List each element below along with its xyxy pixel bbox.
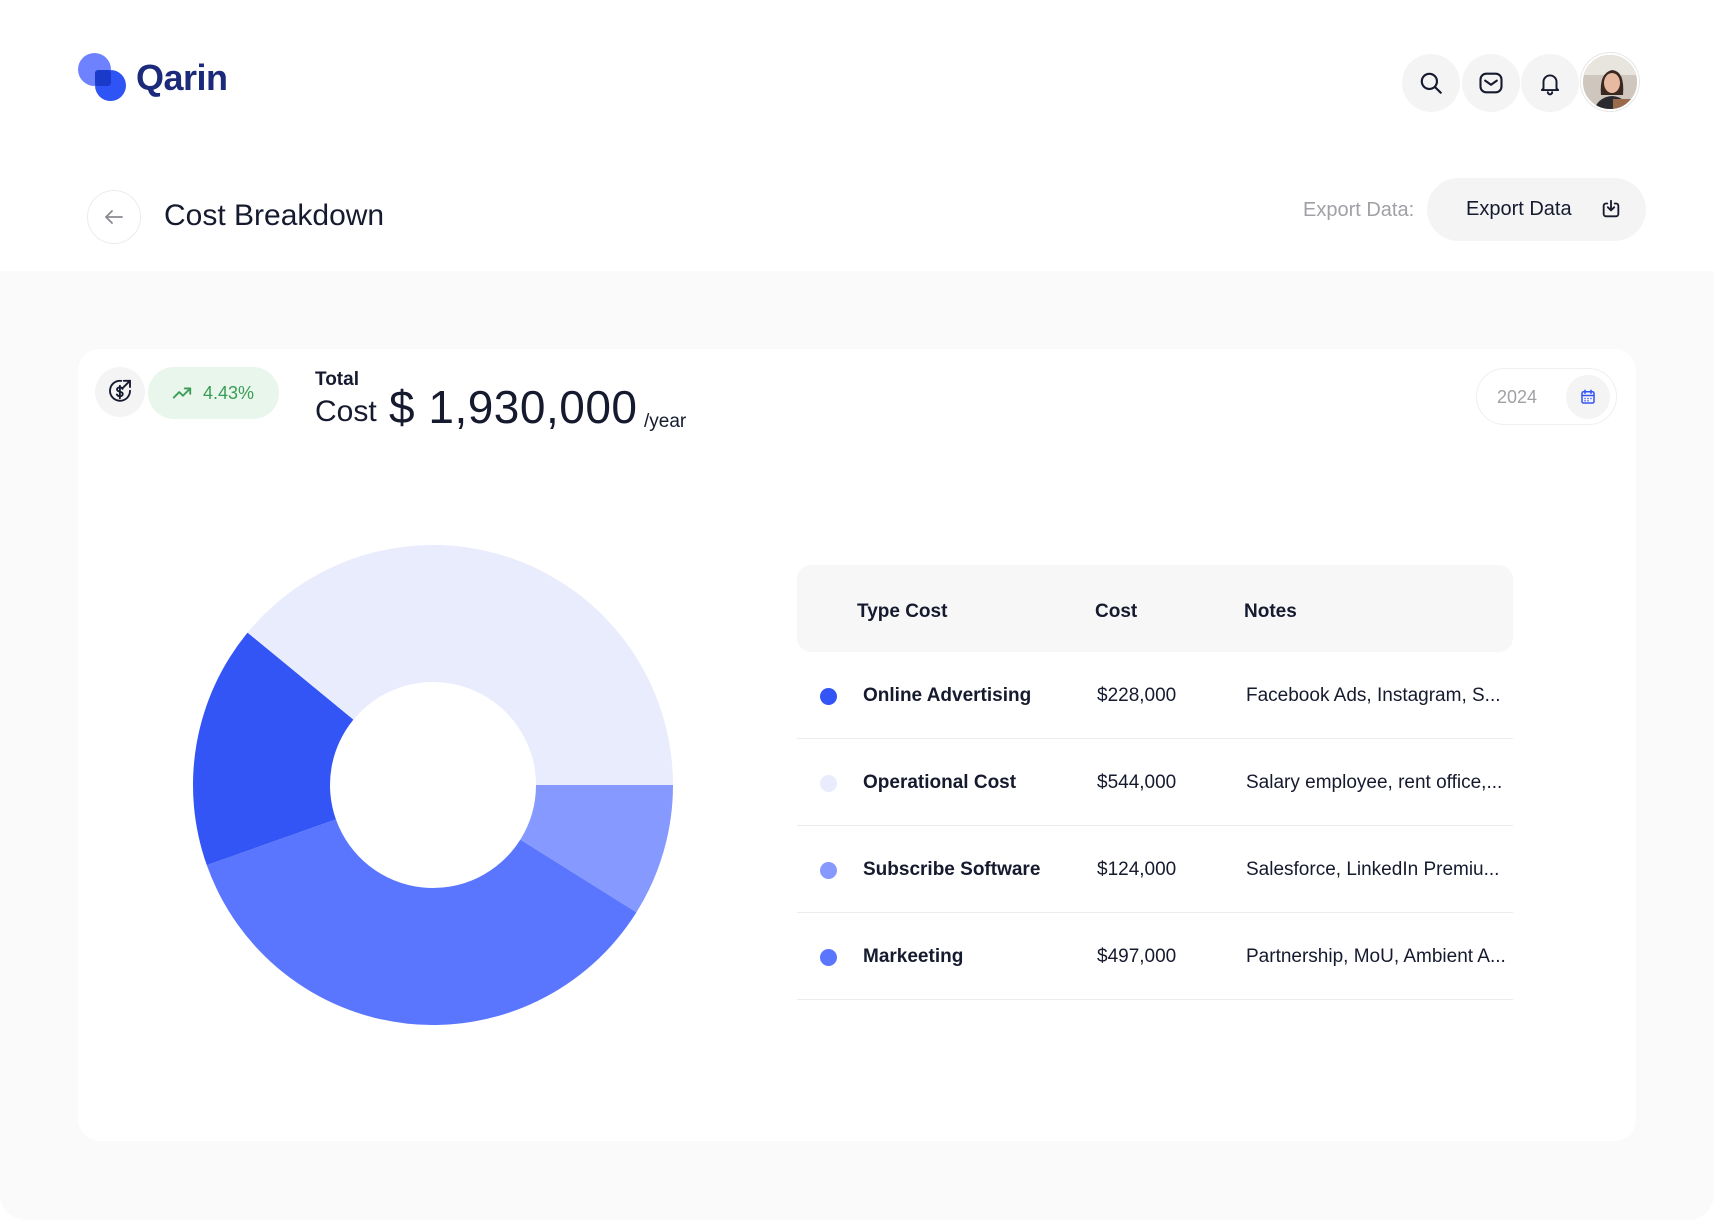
page-title: Cost Breakdown [164, 199, 385, 232]
row-color-dot [820, 775, 837, 792]
row-type-cost: Online Advertising [863, 685, 1032, 706]
logo-mark-icon [78, 53, 126, 103]
logo[interactable]: Qarin [78, 53, 228, 103]
arrow-left-icon [105, 210, 123, 224]
row-notes: Facebook Ads, Instagram, S... [1246, 685, 1501, 706]
table-row[interactable]: Online Advertising $228,000 Facebook Ads, … [797, 652, 1513, 739]
cost-table: Type Cost Cost Notes Online Advertising $… [797, 565, 1513, 1000]
row-notes: Partnership, MoU, Ambient A... [1246, 946, 1506, 967]
header-type-cost: Type Cost [857, 601, 948, 622]
download-icon [1602, 199, 1620, 218]
row-type-cost: Operational Cost [863, 772, 1017, 793]
row-notes: Salary employee, rent office,... [1246, 772, 1503, 793]
row-notes: Salesforce, LinkedIn Premiu... [1246, 859, 1500, 880]
donut-slice-online-advertising[interactable] [193, 632, 354, 866]
avatar[interactable] [1581, 53, 1639, 111]
table-row[interactable]: Markeeting $497,000 Partnership, MoU, Ambi… [797, 913, 1513, 1000]
table-row[interactable]: Subscribe Software $124,000 Salesforce, Li… [797, 826, 1513, 913]
notifications-button[interactable] [1521, 54, 1579, 112]
header-cost: Cost [1095, 601, 1138, 622]
row-cost: $544,000 [1097, 772, 1177, 793]
row-type-cost: Subscribe Software [863, 859, 1041, 880]
cost-card: 4.43% Total Cost $ 1,930,000 /year 2024 … [78, 349, 1636, 1141]
row-cost: $124,000 [1097, 859, 1177, 880]
calendar-icon [1581, 389, 1595, 404]
bell-icon [1540, 74, 1560, 96]
app-name: Qarin [136, 57, 228, 98]
search-icon [1420, 72, 1442, 94]
export-data-button[interactable]: Export Data [1427, 178, 1646, 241]
row-cost: $228,000 [1097, 685, 1177, 706]
dollar-growth-icon [109, 379, 131, 402]
cost-label: Cost [315, 395, 377, 428]
top-section: Qarin Cost Breakdown Export Data: [0, 0, 1714, 271]
donut-slice-operational-cost[interactable] [247, 545, 673, 785]
trend-badge: 4.43% [148, 367, 279, 419]
row-color-dot [820, 862, 837, 879]
trending-up-icon [172, 387, 192, 399]
trend-value: 4.43% [203, 382, 255, 403]
row-color-dot [820, 949, 837, 966]
calendar-button[interactable] [1566, 375, 1610, 419]
total-label: Total [315, 369, 359, 390]
row-type-cost: Markeeting [863, 946, 964, 967]
year-value: 2024 [1497, 387, 1538, 407]
back-button[interactable] [87, 190, 141, 244]
cost-donut-chart [193, 545, 673, 1025]
mail-button[interactable] [1462, 54, 1520, 112]
header-notes: Notes [1244, 601, 1297, 622]
total-amount: $ 1,930,000 [389, 381, 638, 433]
table-body: Online Advertising $228,000 Facebook Ads, … [797, 652, 1513, 1000]
cost-icon-button[interactable] [95, 367, 145, 417]
export-button-label: Export Data [1466, 198, 1572, 220]
search-button[interactable] [1402, 54, 1460, 112]
table-header: Type Cost Cost Notes [797, 565, 1513, 652]
user-avatar-icon [1583, 55, 1637, 109]
period-label: /year [644, 411, 687, 432]
donut-slice-subscribe-software[interactable] [520, 785, 673, 913]
row-cost: $497,000 [1097, 946, 1177, 967]
table-row[interactable]: Operational Cost $544,000 Salary employee,… [797, 739, 1513, 826]
mail-icon [1479, 72, 1503, 94]
row-color-dot [820, 688, 837, 705]
donut-slice-markeeting[interactable] [206, 819, 637, 1025]
year-picker[interactable]: 2024 [1476, 368, 1617, 425]
export-label: Export Data: [1303, 199, 1415, 221]
